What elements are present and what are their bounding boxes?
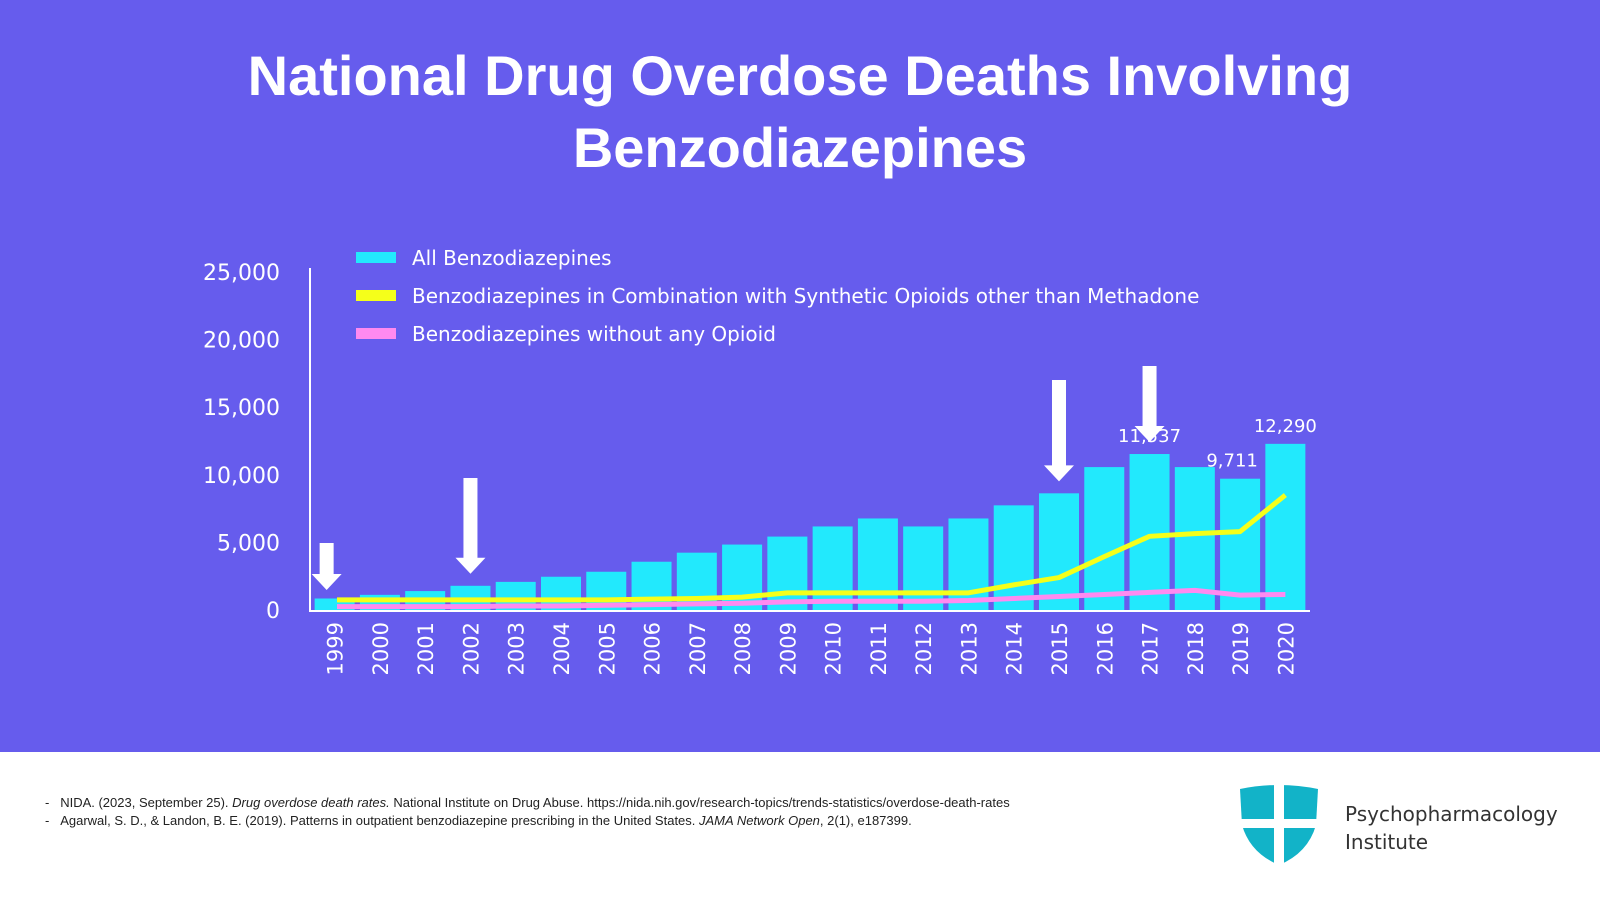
- bar-2013: [948, 518, 989, 610]
- bar-2010: [812, 526, 853, 610]
- x-tick-label: 2004: [550, 622, 574, 675]
- bar-2012: [903, 526, 944, 610]
- x-tick-label: 2003: [505, 622, 529, 675]
- down-arrow-icon: [311, 543, 342, 590]
- down-arrow-icon: [455, 478, 486, 574]
- x-tick-label: 2006: [641, 622, 665, 675]
- x-tick-label: 2007: [686, 622, 710, 675]
- bar-2009: [767, 536, 808, 610]
- x-tick-label: 2015: [1048, 622, 1072, 675]
- bar-2018: [1174, 467, 1215, 610]
- x-tick-label: 2010: [822, 622, 846, 675]
- title-line-2: Benzodiazepines: [572, 116, 1028, 179]
- legend-swatch: [356, 290, 396, 301]
- x-tick-label: 2001: [414, 622, 438, 675]
- bar-2016: [1084, 467, 1125, 610]
- bar-2015: [1039, 493, 1079, 610]
- bar-1999: [314, 598, 355, 610]
- legend-label: All Benzodiazepines: [412, 246, 612, 270]
- line-series-2: [337, 587, 1286, 610]
- legend-label: Benzodiazepines without any Opioid: [412, 322, 776, 346]
- footer: - NIDA. (2023, September 25). Drug overd…: [0, 752, 1600, 899]
- x-tick-label: 2018: [1184, 622, 1208, 675]
- data-label: 12,290: [1254, 416, 1317, 437]
- x-tick-label: 2014: [1003, 622, 1027, 675]
- line-series-1: [337, 493, 1287, 603]
- y-tick-label: 25,000: [203, 261, 280, 286]
- chart-title: National Drug Overdose Deaths Involving …: [0, 40, 1600, 184]
- reference-2: - Agarwal, S. D., & Landon, B. E. (2019)…: [45, 813, 912, 828]
- x-tick-label: 2017: [1139, 622, 1163, 675]
- x-tick-label: 2020: [1274, 622, 1298, 675]
- bar-2014: [993, 505, 1034, 610]
- bar-2011: [857, 518, 898, 610]
- chart-svg: 0 5,000 10,000 15,000 20,000 25,000 1999 2000 20…: [203, 246, 1317, 675]
- bar-2019: [1220, 478, 1261, 610]
- y-tick-label: 5,000: [217, 531, 280, 556]
- x-tick-label: 2012: [912, 622, 936, 675]
- bar-2020: [1265, 443, 1306, 610]
- reference-1: - NIDA. (2023, September 25). Drug overd…: [45, 795, 1010, 810]
- x-tick-label: 2009: [776, 622, 800, 675]
- legend-swatch: [356, 252, 396, 263]
- bar-2008: [722, 544, 763, 610]
- y-tick-label: 20,000: [203, 329, 280, 354]
- data-label: 9,711: [1206, 451, 1258, 472]
- x-tick-label: 2011: [867, 622, 891, 675]
- chart-panel: National Drug Overdose Deaths Involving …: [0, 0, 1600, 752]
- legend-swatch: [356, 328, 396, 339]
- legend-label: Benzodiazepines in Combination with Synt…: [412, 284, 1199, 308]
- x-tick-label: 2013: [957, 622, 981, 675]
- brand-name: Psychopharmacology Institute: [1345, 802, 1558, 854]
- x-tick-label: 1999: [324, 622, 348, 675]
- x-tick-label: 2002: [459, 622, 483, 675]
- y-tick-label: 10,000: [203, 464, 280, 489]
- bar-2017: [1129, 454, 1170, 610]
- x-tick-label: 2016: [1093, 622, 1117, 675]
- x-tick-label: 2008: [731, 622, 755, 675]
- x-tick-label: 2019: [1229, 622, 1253, 675]
- y-tick-label: 15,000: [203, 396, 280, 421]
- y-tick-label: 0: [266, 599, 280, 624]
- x-tick-label: 2005: [595, 622, 619, 675]
- x-tick-label: 2000: [369, 622, 393, 675]
- down-arrow-icon: [1044, 380, 1074, 482]
- shield-logo-icon: [1238, 785, 1320, 867]
- down-arrow-icon: [1134, 366, 1165, 443]
- title-line-1: National Drug Overdose Deaths Involving: [247, 44, 1353, 107]
